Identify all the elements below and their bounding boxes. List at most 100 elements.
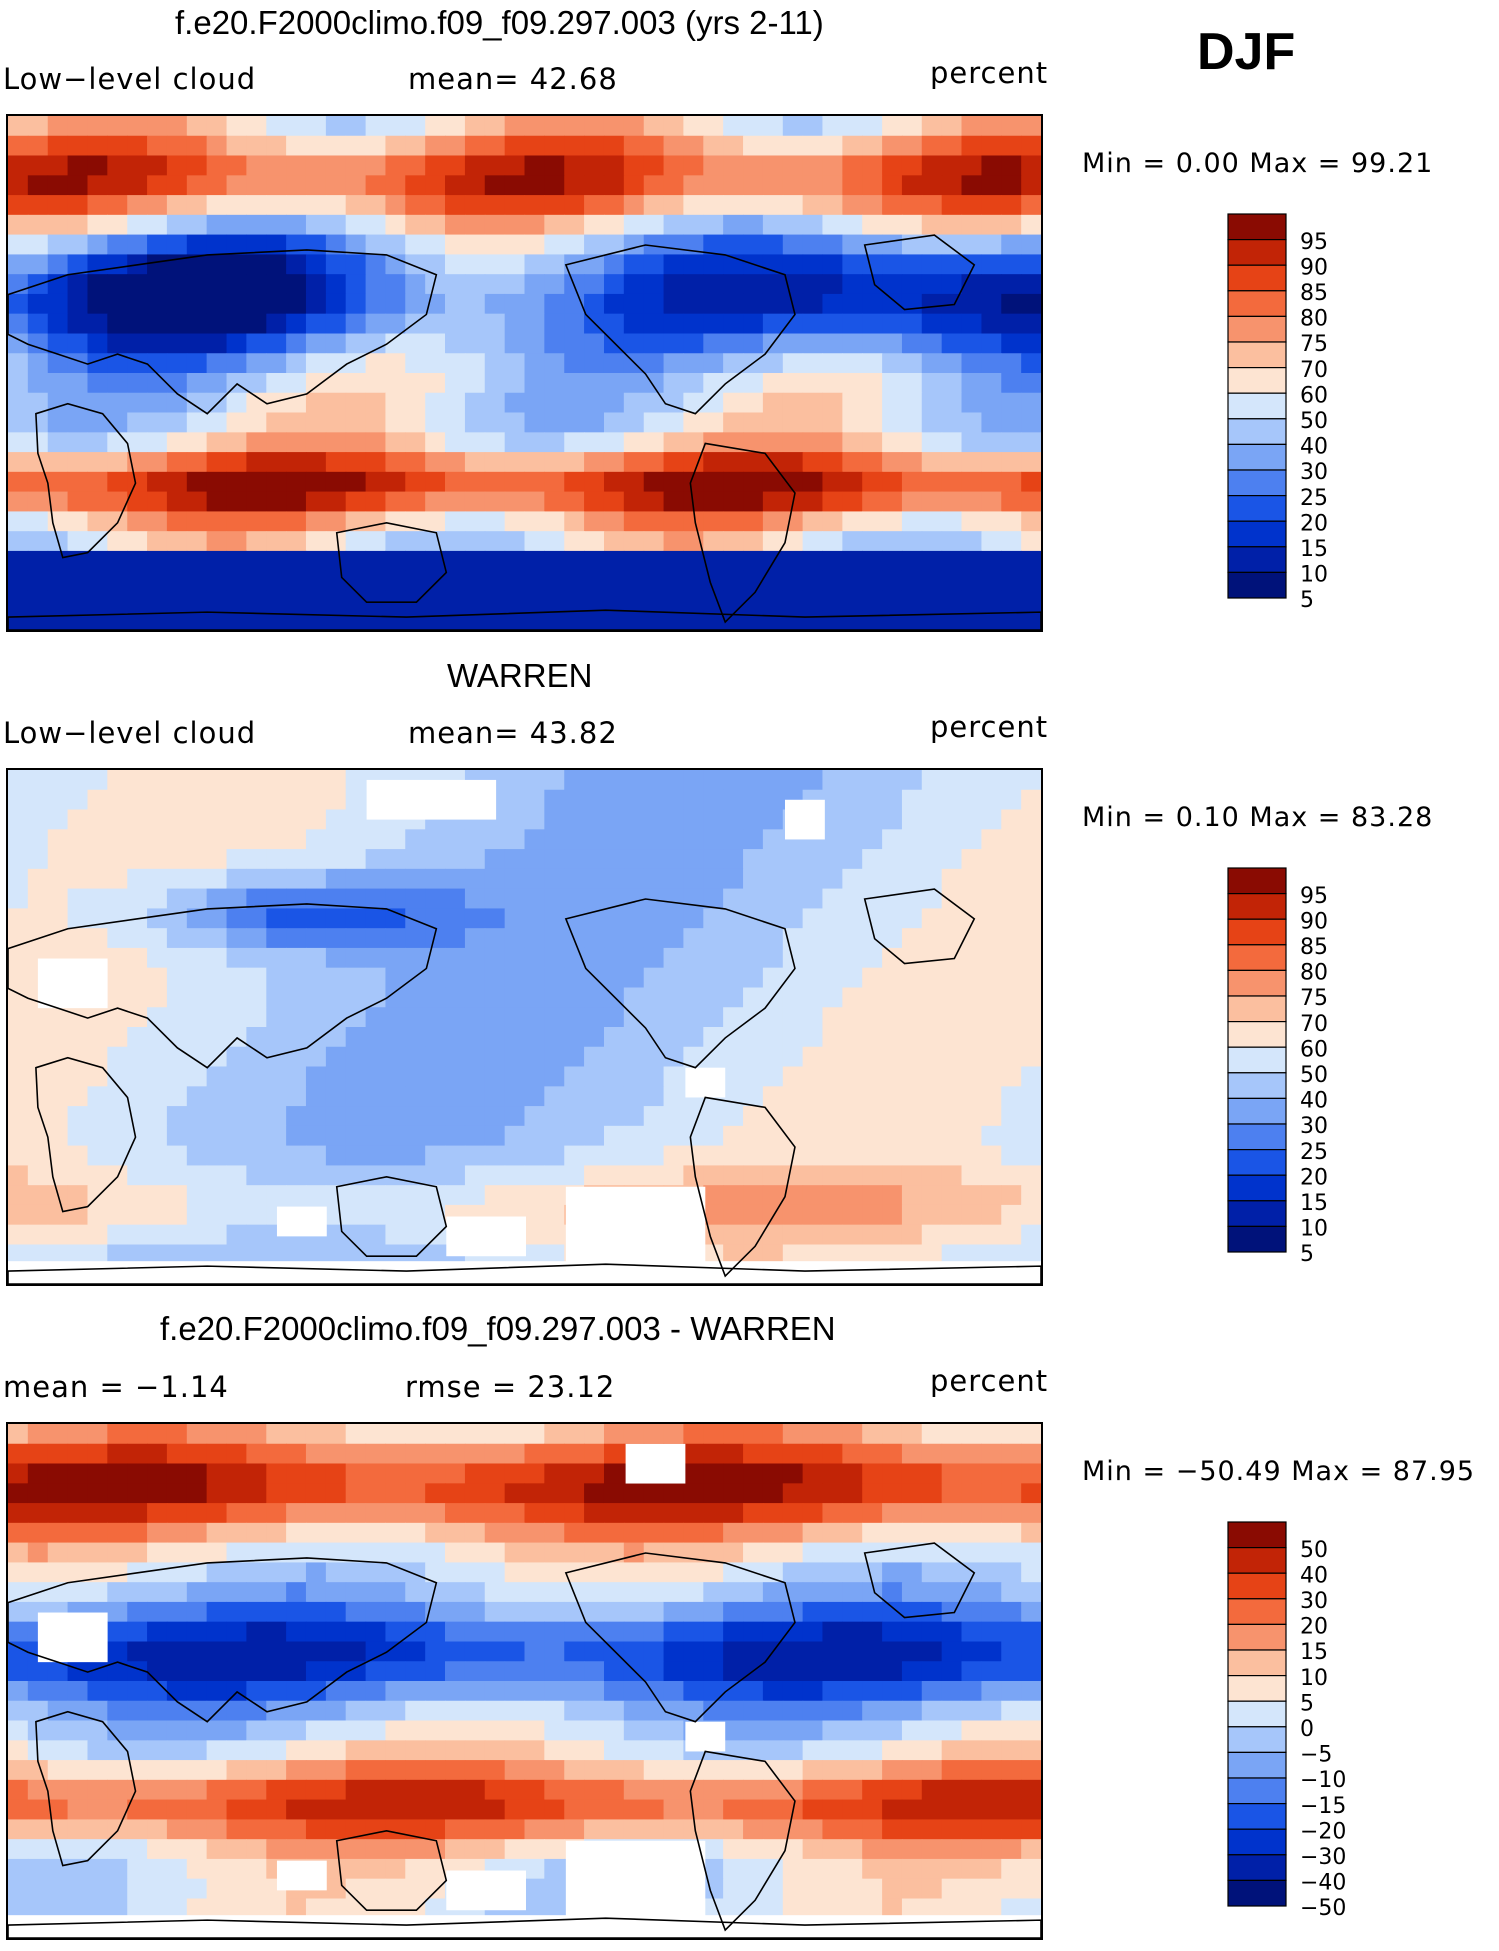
field-cell	[941, 1463, 963, 1484]
field-cell	[802, 254, 824, 275]
field-cell	[901, 1106, 923, 1127]
field-cell	[325, 809, 347, 830]
field-cell	[663, 1641, 684, 1662]
field-cell	[1001, 254, 1022, 275]
field-cell	[27, 809, 49, 830]
field-cell	[266, 412, 287, 433]
field-cell	[464, 1819, 486, 1840]
field-cell	[842, 1799, 863, 1820]
field-cell	[226, 1720, 247, 1741]
field-cell	[226, 849, 247, 870]
field-cell	[325, 1641, 347, 1662]
field-cell	[147, 1125, 168, 1147]
field-cell	[365, 908, 387, 929]
field-cell	[782, 1661, 804, 1682]
field-cell	[981, 1779, 1002, 1801]
field-cell	[921, 1839, 943, 1860]
field-cell	[603, 313, 625, 335]
field-cell	[544, 175, 565, 196]
field-cell	[67, 1542, 88, 1563]
field-cell	[941, 550, 963, 572]
field-cell	[1001, 849, 1022, 870]
field-cell	[901, 849, 923, 870]
field-cell	[206, 1700, 228, 1722]
field-cell	[405, 1799, 426, 1820]
field-cell	[345, 412, 367, 433]
field-cell	[8, 1562, 29, 1583]
field-cell	[762, 412, 784, 433]
field-cell	[484, 1483, 506, 1504]
field-cell	[643, 155, 665, 176]
field-cell	[464, 1503, 486, 1524]
field-cell	[941, 1542, 963, 1563]
field-cell	[842, 829, 863, 850]
field-cell	[584, 987, 605, 1008]
field-cell	[365, 234, 387, 255]
field-cell	[564, 1641, 585, 1662]
field-cell	[266, 1145, 287, 1166]
field-cell	[703, 491, 724, 512]
field-cell	[325, 313, 347, 335]
field-cell	[842, 274, 863, 295]
field-cell	[107, 908, 128, 929]
field-cell	[27, 1661, 49, 1682]
field-cell	[762, 531, 784, 552]
field-cell	[345, 610, 367, 630]
field-cell	[643, 1542, 665, 1563]
field-cell	[484, 353, 506, 374]
field-cell	[981, 987, 1002, 1008]
field-cell	[385, 1740, 406, 1761]
field-cell	[941, 531, 963, 552]
field-cell	[67, 1424, 88, 1445]
field-cell	[27, 1007, 49, 1028]
field-cell	[822, 195, 843, 216]
field-cell	[842, 888, 863, 909]
field-cell	[464, 1720, 486, 1741]
field-cell	[743, 1204, 764, 1226]
field-cell	[484, 1819, 506, 1840]
field-cell	[67, 1244, 88, 1265]
field-cell	[286, 373, 307, 394]
field-cell	[683, 550, 704, 572]
field-cell	[862, 116, 883, 137]
field-cell	[325, 987, 347, 1008]
field-cell	[325, 1007, 347, 1028]
coastline	[564, 244, 796, 415]
field-cell	[405, 333, 426, 354]
field-cell	[87, 829, 108, 850]
field-cell	[762, 809, 784, 830]
field-cell	[961, 888, 982, 909]
field-cell	[504, 590, 526, 611]
field-cell	[981, 175, 1002, 196]
field-cell	[107, 274, 128, 295]
field-cell	[1021, 333, 1041, 354]
field-cell	[67, 1681, 88, 1702]
field-cell	[901, 531, 923, 552]
field-cell	[325, 1503, 347, 1524]
field-cell	[882, 432, 903, 453]
field-cell	[842, 1145, 863, 1166]
field-cell	[703, 254, 724, 275]
field-cell	[901, 967, 923, 989]
field-cell	[405, 254, 426, 275]
field-cell	[127, 175, 148, 196]
field-cell	[246, 829, 267, 850]
field-cell	[8, 1224, 29, 1246]
field-cell	[445, 1819, 466, 1840]
field-cell	[941, 1145, 963, 1166]
field-cell	[882, 511, 903, 532]
field-cell	[365, 1562, 387, 1583]
field-cell	[405, 214, 426, 236]
field-cell	[325, 1027, 347, 1048]
field-cell	[405, 1027, 426, 1048]
field-cell	[623, 1700, 645, 1722]
field-cell	[385, 313, 406, 335]
field-cell	[743, 373, 764, 394]
field-cell	[246, 1007, 267, 1028]
field-cell	[822, 1066, 843, 1087]
colorbar-tick-label: 20	[1300, 1165, 1328, 1190]
field-cell	[8, 610, 29, 630]
field-cell	[107, 1086, 128, 1107]
field-cell	[147, 1760, 168, 1781]
field-cell	[127, 1086, 148, 1107]
